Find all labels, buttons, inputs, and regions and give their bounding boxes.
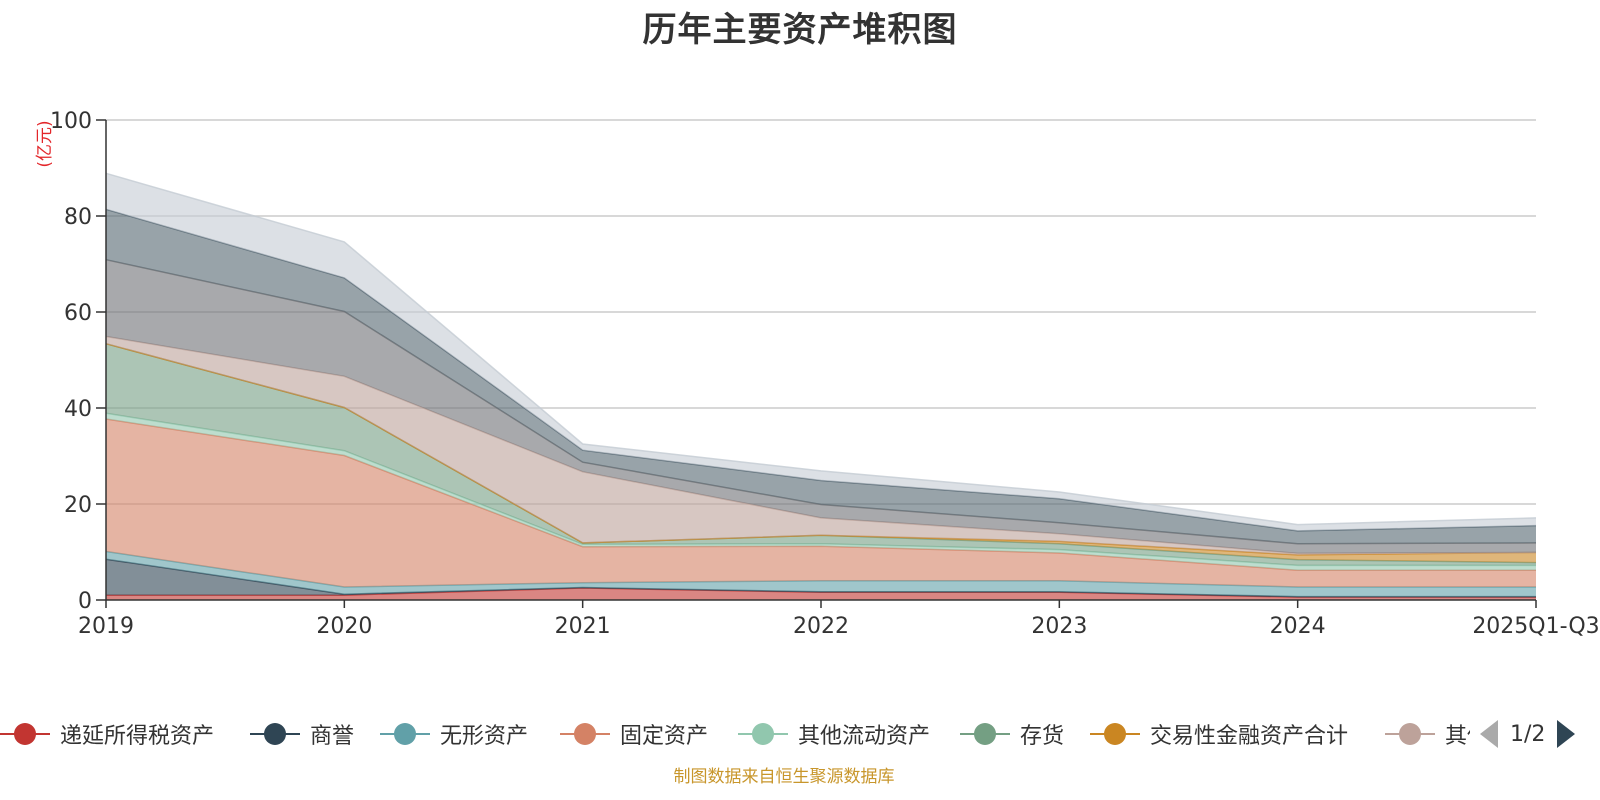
legend-item[interactable]: 商誉 (250, 718, 354, 750)
x-tick-label: 2019 (78, 614, 134, 639)
legend-item[interactable]: 其他流动资产 (738, 718, 930, 750)
legend-swatch (0, 718, 50, 750)
legend-prev-page-icon[interactable] (1480, 720, 1498, 748)
legend-dot-icon (1399, 723, 1421, 745)
legend-dot-icon (1104, 723, 1126, 745)
area-series-4 (106, 419, 1536, 587)
stacked-areas (105, 172, 1537, 600)
legend-dot-icon (394, 723, 416, 745)
legend-label: 交易性金融资产合计 (1150, 724, 1349, 749)
legend-label: 固定资产 (620, 724, 709, 749)
legend-dot-icon (14, 723, 36, 745)
x-tick-label: 2025Q1-Q3 (1472, 614, 1599, 639)
legend-swatch (560, 718, 610, 750)
y-tick-label: 20 (64, 493, 92, 518)
legend-item[interactable]: 其他 (1385, 718, 1470, 750)
legend-dot-icon (574, 723, 596, 745)
x-tick-label: 2020 (316, 614, 372, 639)
y-tick-label: 100 (50, 109, 92, 134)
legend-label: 存货 (1020, 724, 1065, 749)
legend: 递延所得税资产 商誉 无形资产 固定资产 其他流动资产 存货 交易性金融资产合计 其他 1/2 (0, 718, 1600, 750)
axes: 0 20 40 60 80 100 2019 2020 2021 2022 2023 2024 2025… (50, 109, 1600, 639)
legend-swatch (738, 718, 788, 750)
y-tick-label: 0 (78, 589, 92, 614)
series-line-11 (105, 172, 1537, 526)
legend-item[interactable]: 固定资产 (560, 718, 708, 750)
legend-dot-icon (264, 723, 286, 745)
y-axis-label: (亿元) (35, 120, 55, 167)
legend-label: 其他流动资产 (798, 724, 931, 749)
x-tick-label: 2023 (1031, 614, 1087, 639)
legend-label: 递延所得税资产 (60, 724, 215, 749)
chart-title: 历年主要资产堆积图 (642, 10, 958, 50)
area-series-1 (106, 588, 1536, 600)
legend-page-indicator: 1/2 (1510, 721, 1546, 747)
y-tick-label: 60 (64, 301, 92, 326)
legend-swatch (380, 718, 430, 750)
legend-pager: 1/2 (1480, 718, 1576, 750)
legend-items: 递延所得税资产 商誉 无形资产 固定资产 其他流动资产 存货 交易性金融资产合计 其他 (0, 718, 1470, 750)
legend-label: 商誉 (310, 724, 355, 749)
x-tick-label: 2021 (555, 614, 611, 639)
x-tick-label: 2024 (1270, 614, 1326, 639)
legend-item[interactable]: 递延所得税资产 (0, 718, 214, 750)
legend-swatch (960, 718, 1010, 750)
area-chart: 0 20 40 60 80 100 2019 2020 2021 2022 2023 2024 2025… (35, 109, 1600, 639)
legend-item[interactable]: 交易性金融资产合计 (1090, 718, 1348, 750)
x-tick-label: 2022 (793, 614, 849, 639)
legend-next-page-icon[interactable] (1557, 720, 1576, 748)
legend-item[interactable]: 无形资产 (380, 718, 528, 750)
legend-swatch (1385, 718, 1435, 750)
legend-label: 无形资产 (440, 724, 529, 749)
legend-dot-icon (752, 723, 774, 745)
y-tick-label: 80 (64, 205, 92, 230)
legend-swatch (250, 718, 300, 750)
source-note: 制图数据来自恒生聚源数据库 (673, 767, 895, 787)
legend-swatch (1090, 718, 1140, 750)
legend-label: 其他 (1445, 724, 1470, 749)
y-tick-label: 40 (64, 397, 92, 422)
legend-item[interactable]: 存货 (960, 718, 1064, 750)
area-series-6 (106, 343, 1536, 566)
legend-dot-icon (974, 723, 996, 745)
area-series-2 (106, 559, 1536, 598)
